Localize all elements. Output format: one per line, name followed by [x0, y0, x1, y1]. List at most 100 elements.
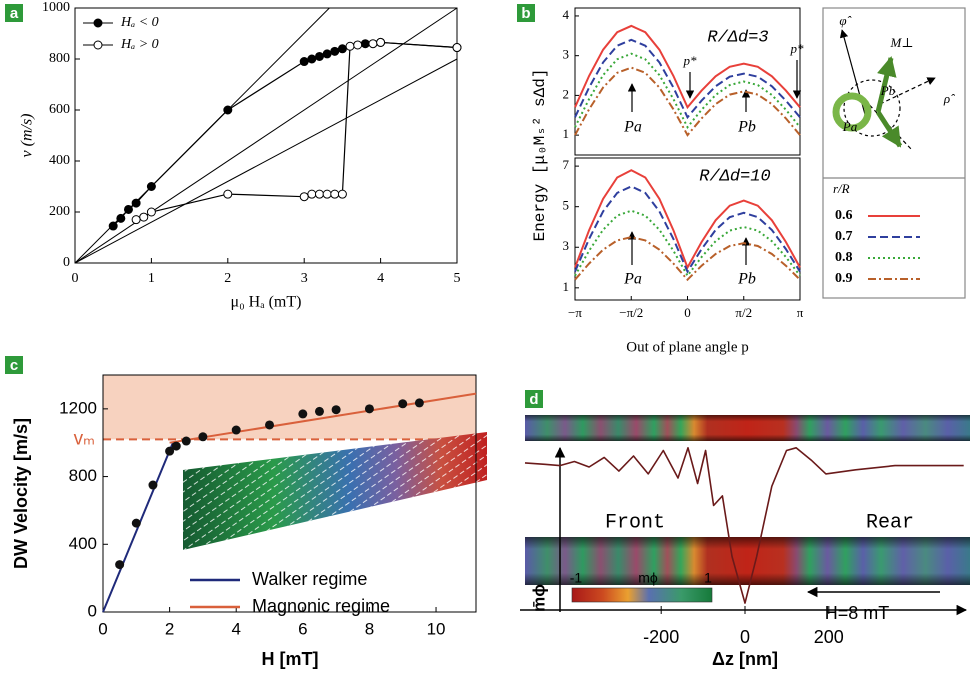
data-point [148, 480, 158, 490]
series-line [135, 41, 458, 221]
regime-line [169, 392, 477, 444]
data-point [298, 409, 308, 419]
x-tick-label: 0 [98, 619, 107, 638]
panel-label: a [10, 5, 19, 22]
plot-frame [102, 374, 477, 613]
marker [146, 207, 156, 217]
panel-label-box [5, 356, 23, 374]
magnonic-shade [103, 375, 476, 440]
marker [307, 54, 317, 64]
x-tick-label: 6 [298, 619, 307, 638]
y-tick-label: 3 [563, 47, 570, 62]
y-tick-label: 1000 [42, 0, 70, 15]
marker [330, 189, 340, 199]
marker [123, 204, 133, 214]
marker [116, 213, 126, 223]
energy-curve [574, 24, 801, 110]
annotation: Pb [737, 119, 756, 136]
y-axis-label: m̄ϕ [529, 584, 548, 612]
data-point [265, 420, 275, 430]
marker [108, 221, 118, 231]
x-tick-label: −π/2 [619, 305, 643, 320]
data-point [181, 436, 191, 446]
annotation: Pb [737, 271, 756, 288]
legend-label: Hₐ > 0 [120, 37, 159, 52]
energy-curve [574, 185, 801, 274]
y-tick-label: 3 [563, 238, 570, 253]
marker [223, 189, 233, 199]
legend-marker [93, 40, 103, 50]
x-tick-label: 2 [165, 619, 174, 638]
annotation: Rear [866, 511, 914, 534]
y-tick-label: 400 [69, 534, 97, 553]
marker [307, 189, 317, 199]
data-point [398, 399, 408, 409]
marker [314, 189, 324, 199]
regime-line [102, 442, 174, 613]
energy-curve [574, 66, 801, 137]
marker [337, 189, 347, 199]
y-tick-label: 800 [49, 51, 70, 66]
x-tick-label: 10 [427, 619, 446, 638]
data-point [231, 425, 241, 435]
x-axis-label: Δz [nm] [712, 649, 778, 669]
panel-label: c [10, 357, 18, 374]
x-tick-label: 200 [814, 627, 844, 647]
marker [223, 105, 233, 115]
legend-label: 0.6 [835, 208, 853, 223]
legend-marker [93, 18, 103, 28]
marker [376, 37, 386, 47]
y-tick-label: 1 [563, 126, 570, 141]
diagram-label: φ̂ [839, 13, 851, 28]
y-tick-label: 7 [563, 157, 570, 172]
data-point [364, 404, 374, 414]
x-tick-label: 8 [365, 619, 374, 638]
marker [368, 39, 378, 49]
plot-frame [574, 7, 801, 156]
diagram-arrow [875, 56, 897, 113]
data-point [331, 405, 341, 415]
annotation: p* [683, 53, 698, 68]
x-axis-label: μ₀ Hₐ (mT) [231, 294, 302, 311]
marker [452, 43, 462, 53]
legend-label: 0.8 [835, 250, 853, 265]
energy-curve [574, 38, 801, 120]
legend-label: 0.9 [835, 271, 853, 286]
y-tick-label: 400 [49, 153, 70, 168]
marker [299, 192, 309, 202]
x-tick-label: 4 [231, 619, 240, 638]
magnetization-profile [524, 447, 964, 604]
annotation: p* [790, 41, 805, 56]
diagram-label: Pb [880, 83, 896, 98]
annotation: Front [605, 511, 665, 534]
y-tick-label: 1 [563, 279, 570, 294]
panel-label: d [529, 391, 538, 408]
y-axis-label: DW Velocity [m/s] [11, 418, 31, 569]
x-tick-label: 4 [377, 271, 384, 286]
colorbar-tick-label: -1 [570, 570, 583, 586]
legend-label: Walker regime [252, 569, 367, 589]
legend-title: r/R [833, 181, 850, 196]
marker [314, 51, 324, 61]
marker [139, 212, 149, 222]
energy-curve [574, 169, 801, 270]
y-tick-label: 200 [49, 204, 70, 219]
data-point [171, 441, 181, 451]
y-tick-label: 2 [563, 86, 570, 101]
data-point [131, 518, 141, 528]
panel-label: b [521, 5, 530, 22]
y-axis-label: v (m/s) [19, 114, 36, 158]
energy-curve [574, 236, 801, 282]
diagram-arrow [875, 110, 903, 148]
marker [299, 57, 309, 67]
x-tick-label: 2 [224, 271, 231, 286]
marker [353, 40, 363, 50]
diagram-ring [832, 92, 872, 132]
x-tick-label: 1 [148, 271, 155, 286]
colorbar-label: mϕ [638, 570, 658, 586]
marker [330, 46, 340, 56]
data-point [198, 432, 208, 442]
x-axis-label: H [mT] [262, 649, 319, 669]
x-tick-label: π/2 [735, 305, 752, 320]
